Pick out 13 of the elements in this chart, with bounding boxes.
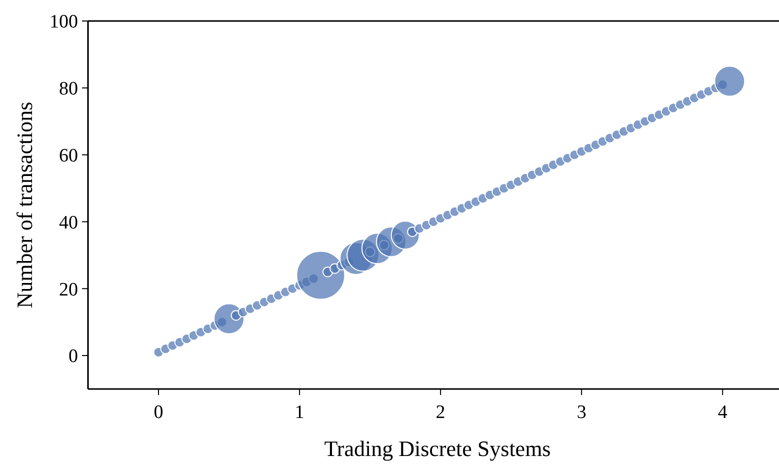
y-tick-label: 100 xyxy=(50,12,78,33)
x-tick-label: 3 xyxy=(576,402,586,423)
x-tick-label: 4 xyxy=(718,402,728,423)
x-tick-label: 1 xyxy=(294,402,304,423)
y-tick-label: 60 xyxy=(59,145,78,166)
y-tick-label: 40 xyxy=(59,212,78,234)
x-tick-label: 2 xyxy=(436,402,446,423)
x-tick-label: 0 xyxy=(154,402,164,423)
y-tick-label: 80 xyxy=(59,78,78,100)
y-tick-label: 20 xyxy=(59,279,78,300)
x-axis-title: Trading Discrete Systems xyxy=(324,436,551,461)
y-tick-label: 0 xyxy=(68,346,78,368)
y-axis-title: Number of transactions xyxy=(12,102,37,308)
